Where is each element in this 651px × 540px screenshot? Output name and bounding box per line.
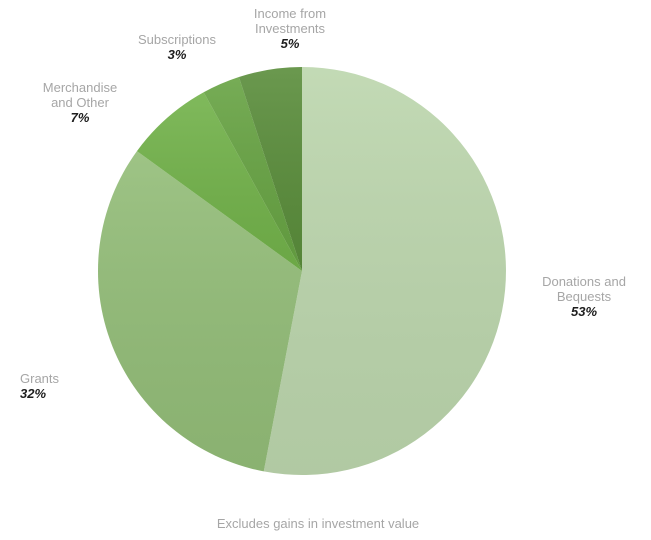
pie-slice-shade-subscriptions bbox=[203, 76, 302, 271]
slice-label-donations: Donations and Bequests 53% bbox=[522, 274, 646, 320]
slice-name-investments: Income from Investments bbox=[253, 6, 327, 36]
pie-slice-shade-investments bbox=[238, 67, 302, 271]
slice-name-grants: Grants bbox=[20, 371, 60, 386]
slice-label-investments: Income from Investments 5% bbox=[230, 6, 350, 52]
slice-percent-investments: 5% bbox=[280, 36, 300, 51]
chart-footnote: Excludes gains in investment value bbox=[216, 516, 420, 531]
pie-slices bbox=[97, 67, 506, 475]
pie-slice-shade-donations bbox=[263, 67, 506, 475]
slice-name-donations: Donations and Bequests bbox=[542, 274, 626, 304]
slice-percent-grants: 32% bbox=[20, 386, 47, 401]
slice-label-grants: Grants 32% bbox=[20, 371, 80, 402]
slice-label-merchandise: Merchandise and Other 7% bbox=[20, 80, 140, 126]
slice-percent-merchandise: 7% bbox=[70, 110, 90, 125]
pie-slice-shade-merchandise bbox=[136, 92, 302, 271]
slice-name-subscriptions: Subscriptions bbox=[137, 32, 217, 47]
pie-slice-shade-grants bbox=[97, 151, 302, 472]
slice-percent-subscriptions: 3% bbox=[167, 47, 187, 62]
slice-label-subscriptions: Subscriptions 3% bbox=[118, 32, 236, 63]
slice-name-merchandise: Merchandise and Other bbox=[42, 80, 118, 110]
slice-percent-donations: 53% bbox=[570, 304, 598, 319]
